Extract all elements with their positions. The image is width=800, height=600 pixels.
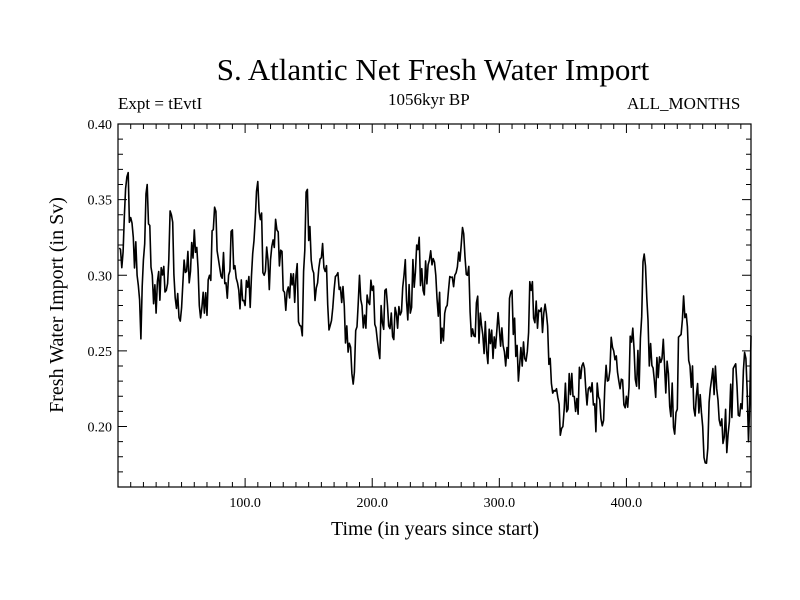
y-tick-label: 0.35 — [88, 194, 113, 209]
x-tick-label: 100.0 — [229, 496, 261, 511]
y-axis-label: Fresh Water Import (in Sv) — [46, 197, 68, 413]
plot-frame — [117, 123, 752, 488]
chart-title: S. Atlantic Net Fresh Water Import — [216, 52, 650, 87]
experiment-label: Expt = tEvtI — [118, 94, 203, 113]
x-tick-label: 400.0 — [611, 496, 643, 511]
y-tick-label: 0.25 — [88, 345, 113, 360]
x-tick-label: 300.0 — [484, 496, 516, 511]
y-tick-label: 0.40 — [88, 118, 113, 133]
x-tick-label: 200.0 — [356, 496, 388, 511]
months-label: ALL_MONTHS — [627, 94, 741, 113]
y-tick-label: 0.30 — [88, 269, 113, 284]
x-axis-label: Time (in years since start) — [331, 518, 539, 540]
period-label: 1056kyr BP — [388, 90, 470, 109]
series-line — [118, 171, 752, 465]
y-tick-label: 0.20 — [88, 421, 113, 436]
